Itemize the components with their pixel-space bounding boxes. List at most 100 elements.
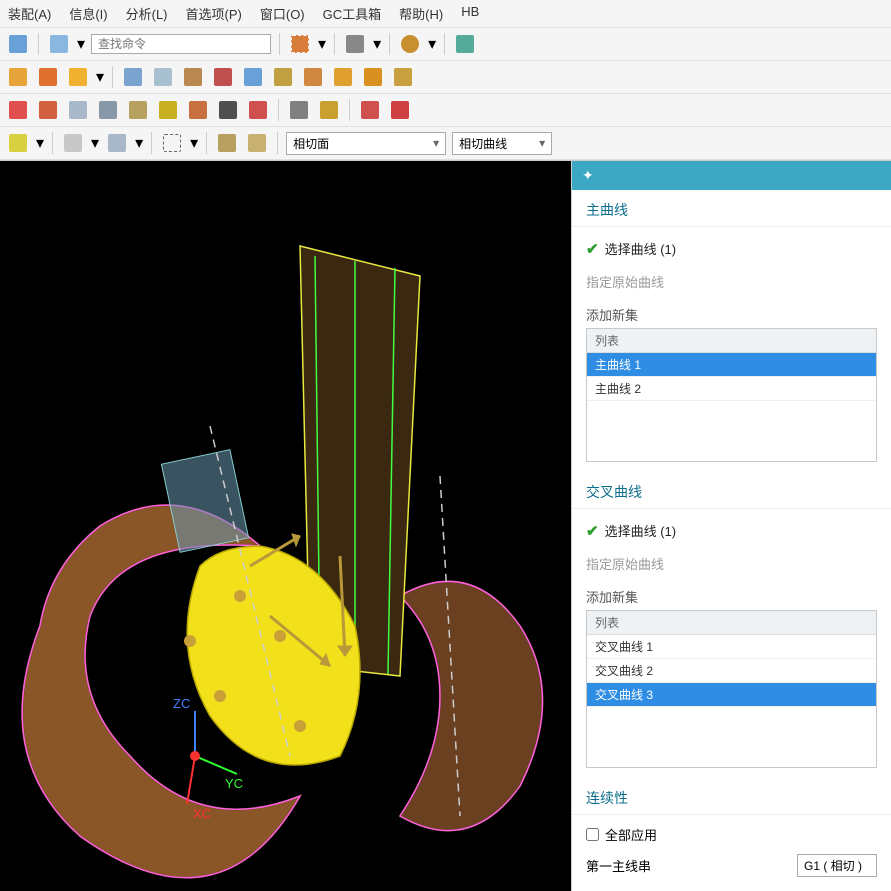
angle-icon[interactable] [287,98,311,122]
main-curve-item-1[interactable]: 主曲线 1 [587,353,876,377]
sheets-icon[interactable] [6,65,30,89]
curve-icon[interactable] [6,98,30,122]
separator [279,33,280,55]
main-curve-item-2[interactable]: 主曲线 2 [587,377,876,401]
erase-icon[interactable] [66,98,90,122]
move-icon[interactable] [61,131,85,155]
separator [278,99,279,121]
main-select-curve-row[interactable]: ✔ 选择曲线 (1) [586,231,877,266]
apply-all-row[interactable]: 全部应用 [586,819,877,850]
continuity-header[interactable]: 连续性 [572,778,891,815]
first-main-row: 第一主线串 G1 ( 相切 ) [586,850,877,881]
cross-curve-item-2[interactable]: 交叉曲线 2 [587,659,876,683]
toolbar-4: ▾ ▾ ▾ ▾ 相切面 相切曲线 [0,127,891,160]
cross-curves-header[interactable]: 交叉曲线 [572,472,891,509]
join-icon[interactable] [66,65,90,89]
layers-icon[interactable] [271,65,295,89]
grid-icon[interactable] [6,32,30,56]
separator [38,33,39,55]
separator [52,132,53,154]
vu-icon[interactable] [96,98,120,122]
apply-all-label: 全部应用 [605,825,657,844]
svg-text:YC: YC [225,776,243,791]
menu-preferences[interactable]: 首选项(P) [186,4,242,23]
first-main-combo[interactable]: G1 ( 相切 ) [797,854,877,877]
cross-curve-item-1[interactable]: 交叉曲线 1 [587,635,876,659]
list-header: 列表 [587,611,876,635]
menu-window[interactable]: 窗口(O) [260,4,305,23]
corner-icon[interactable] [317,98,341,122]
menu-gctoolbox[interactable]: GC工具箱 [323,4,382,23]
gold-box-icon[interactable] [331,65,355,89]
separator [206,132,207,154]
cross-add-set[interactable]: 添加新集 [586,579,877,610]
solid-icon[interactable] [215,131,239,155]
cross-curves-list: 列表 交叉曲线 1 交叉曲线 2 交叉曲线 3 [586,610,877,768]
box3-icon[interactable] [391,65,415,89]
fillet-icon[interactable] [358,98,382,122]
separator [151,132,152,154]
box2-icon[interactable] [301,65,325,89]
split-icon[interactable] [246,98,270,122]
main-add-set[interactable]: 添加新集 [586,297,877,328]
separator [112,66,113,88]
panel-title [600,168,604,184]
3d-viewport[interactable]: ZC YC XC [0,161,571,891]
cross-curve-item-3[interactable]: 交叉曲线 3 [587,683,876,707]
pick-icon[interactable] [156,98,180,122]
select-icon[interactable] [6,131,30,155]
panel-title-bar: ✦ [572,161,891,190]
check-icon: ✔ [586,240,599,258]
marquee-icon[interactable] [160,131,184,155]
cross-specify-original: 指定原始曲线 [586,548,877,579]
swap-icon[interactable] [211,65,235,89]
list-header: 列表 [587,329,876,353]
expand-icon[interactable] [288,32,312,56]
book-icon[interactable] [121,65,145,89]
print-icon[interactable] [343,32,367,56]
menu-assembly[interactable]: 装配(A) [8,4,51,23]
globe-icon[interactable] [398,32,422,56]
rotate-icon[interactable] [105,131,129,155]
list-filler [587,707,876,767]
panel-gear-icon: ✦ [582,167,594,184]
network-icon[interactable] [453,32,477,56]
separator [349,99,350,121]
svg-text:ZC: ZC [173,696,190,711]
menu-analysis[interactable]: 分析(L) [126,4,168,23]
toolbar-2: ▾ [0,61,891,94]
list-filler [587,401,876,461]
curve-filter-combo[interactable]: 相切曲线 [452,132,552,155]
box-icon[interactable] [151,65,175,89]
face-filter-combo[interactable]: 相切面 [286,132,446,155]
menu-help[interactable]: 帮助(H) [399,4,443,23]
separator [444,33,445,55]
path-icon[interactable] [388,98,412,122]
toolbar-area: ▾ ▾ ▾ ▾ ▾ [0,28,891,161]
menu-hb[interactable]: HB [461,4,479,23]
grid2-icon[interactable] [126,98,150,122]
wave-icon[interactable] [36,98,60,122]
main-specify-original: 指定原始曲线 [586,266,877,297]
cross-select-curve-row[interactable]: ✔ 选择曲线 (1) [586,513,877,548]
menu-info[interactable]: 信息(I) [69,4,107,23]
cross-select-curve-label: 选择曲线 (1) [605,521,677,540]
extrude-icon[interactable] [36,65,60,89]
shell-body-right [400,581,543,830]
gold-box2-icon[interactable] [361,65,385,89]
mesh-icon[interactable] [47,32,71,56]
main-curves-list: 列表 主曲线 1 主曲线 2 [586,328,877,462]
apply-all-checkbox[interactable] [586,828,599,841]
dialog-panel: ✦ 主曲线 ✔ 选择曲线 (1) 指定原始曲线 添加新集 列表 主曲线 1 主曲… [571,161,891,891]
tangent-icon[interactable] [216,98,240,122]
toolbar-1: ▾ ▾ ▾ ▾ [0,28,891,61]
main-curves-header[interactable]: 主曲线 [572,190,891,227]
ribbon-icon[interactable] [241,65,265,89]
separator [334,33,335,55]
menu-bar: 装配(A) 信息(I) 分析(L) 首选项(P) 窗口(O) GC工具箱 帮助(… [0,0,891,28]
command-search[interactable] [91,34,271,54]
cube-icon[interactable] [181,65,205,89]
toolbar-3 [0,94,891,127]
arc-icon[interactable] [186,98,210,122]
shell-icon[interactable] [245,131,269,155]
